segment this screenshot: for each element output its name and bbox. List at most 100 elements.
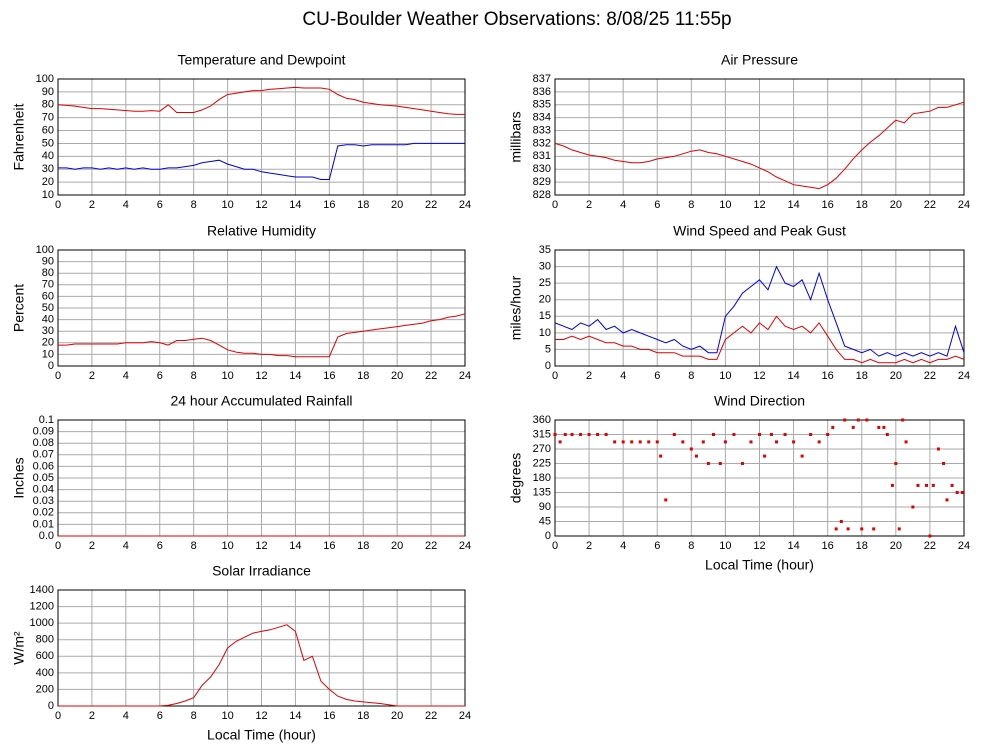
x-tick-label: 0 [55, 370, 61, 382]
data-point [904, 440, 908, 444]
x-tick-label: 20 [391, 710, 403, 722]
y-tick-label: 1000 [30, 617, 54, 629]
data-point [664, 498, 668, 502]
data-point [897, 527, 901, 531]
y-tick-label: 0.07 [33, 449, 54, 461]
chart-title: Temperature and Dewpoint [177, 52, 345, 68]
x-tick-label: 2 [89, 710, 95, 722]
data-point [613, 440, 617, 444]
y-tick-label: 225 [533, 457, 551, 469]
data-point [659, 454, 663, 458]
x-tick-label: 0 [55, 199, 61, 211]
x-axis-label: Local Time (hour) [207, 727, 316, 743]
plot-frame [554, 78, 965, 196]
y-tick-label: 400 [36, 667, 54, 679]
y-tick-label: 200 [36, 683, 54, 695]
data-point [570, 433, 574, 436]
y-tick-label: 836 [533, 86, 551, 98]
data-point [945, 498, 949, 502]
y-axis-label: degrees [508, 453, 524, 504]
data-point [936, 447, 940, 451]
x-tick-label: 4 [123, 540, 129, 552]
x-tick-label: 0 [552, 540, 558, 552]
x-tick-label: 24 [459, 199, 471, 211]
data-point [826, 433, 830, 436]
y-axis-label: Inches [11, 457, 27, 498]
data-point [558, 440, 562, 444]
x-tick-label: 4 [123, 370, 129, 382]
y-tick-label: 1400 [30, 584, 54, 596]
y-tick-label: 40 [42, 314, 54, 326]
y-axis-label: W/m² [11, 631, 27, 665]
y-tick-label: 829 [533, 176, 551, 188]
chart-title: Wind Speed and Peak Gust [673, 223, 846, 239]
data-point [960, 491, 964, 494]
y-tick-label: 90 [539, 501, 551, 513]
x-tick-label: 24 [958, 370, 970, 382]
x-tick-label: 14 [289, 540, 301, 552]
x-tick-label: 22 [425, 540, 437, 552]
data-point [723, 440, 727, 444]
data-point [553, 433, 557, 436]
y-tick-label: 40 [42, 150, 54, 162]
data-point [694, 454, 698, 458]
y-tick-label: 834 [533, 112, 551, 124]
data-point [872, 527, 876, 531]
data-point [587, 433, 591, 436]
data-point [711, 433, 715, 436]
y-tick-label: 80 [42, 99, 54, 111]
data-point [706, 462, 710, 465]
x-tick-label: 6 [654, 199, 660, 211]
x-tick-label: 2 [586, 540, 592, 552]
x-tick-label: 0 [55, 540, 61, 552]
data-line [58, 313, 466, 358]
x-tick-label: 18 [357, 540, 369, 552]
x-tick-label: 18 [357, 710, 369, 722]
data-point [882, 425, 886, 429]
x-tick-label: 8 [688, 199, 694, 211]
x-tick-label: 16 [323, 199, 335, 211]
data-point [563, 433, 567, 436]
data-point [911, 505, 915, 509]
data-point [846, 527, 850, 531]
y-tick-label: 20 [539, 294, 551, 306]
data-point [596, 433, 600, 436]
plot-frame [57, 589, 466, 707]
data-point [783, 433, 787, 436]
data-point [630, 440, 634, 444]
x-tick-label: 4 [620, 199, 626, 211]
x-tick-label: 16 [822, 370, 834, 382]
x-tick-label: 14 [289, 370, 301, 382]
y-tick-label: 315 [533, 428, 551, 440]
y-tick-label: 1200 [30, 600, 54, 612]
x-tick-label: 24 [958, 540, 970, 552]
x-tick-label: 8 [688, 370, 694, 382]
data-point [718, 462, 722, 465]
chart-title: Solar Irradiance [212, 563, 311, 579]
data-point [955, 491, 959, 494]
data-point [925, 483, 929, 487]
y-tick-label: 15 [539, 310, 551, 322]
x-tick-label: 22 [924, 199, 936, 211]
y-tick-label: 60 [42, 124, 54, 136]
x-tick-label: 8 [191, 540, 197, 552]
y-tick-label: 90 [42, 256, 54, 268]
y-tick-label: 0.03 [33, 495, 54, 507]
y-tick-label: 830 [533, 163, 551, 175]
y-tick-label: 0.05 [33, 472, 54, 484]
x-tick-label: 12 [255, 710, 267, 722]
y-tick-label: 45 [539, 515, 551, 527]
x-tick-label: 2 [89, 199, 95, 211]
x-tick-label: 24 [459, 370, 471, 382]
x-tick-label: 20 [391, 540, 403, 552]
x-tick-label: 0 [552, 370, 558, 382]
y-tick-label: 20 [42, 176, 54, 188]
x-tick-label: 0 [552, 199, 558, 211]
x-tick-label: 18 [856, 540, 868, 552]
y-axis-label: miles/hour [508, 275, 524, 340]
x-tick-label: 12 [753, 370, 765, 382]
data-point [931, 483, 935, 487]
y-tick-label: 10 [42, 189, 54, 201]
x-tick-label: 20 [890, 370, 902, 382]
data-point [775, 440, 779, 444]
